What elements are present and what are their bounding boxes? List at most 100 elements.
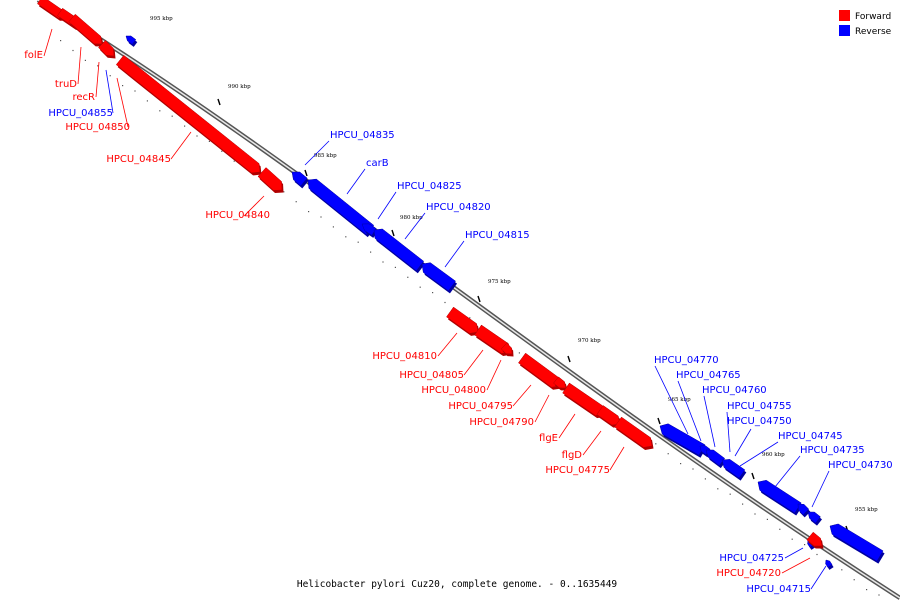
gene-arrow-hpcu-04855[interactable] bbox=[126, 36, 137, 47]
genome-caption: Helicobacter pylori Cuz20, complete geno… bbox=[297, 579, 618, 590]
gene-label[interactable]: flgE bbox=[539, 433, 558, 444]
gene-label[interactable]: truD bbox=[55, 79, 77, 90]
grid-dot bbox=[184, 126, 185, 127]
scale-tick-mark bbox=[218, 99, 220, 105]
gene-arrow-hpcu-04820[interactable] bbox=[374, 229, 425, 273]
gene-leader-line bbox=[610, 447, 624, 470]
scale-tick-label: 990 kbp bbox=[228, 84, 251, 90]
gene-label[interactable]: flgD bbox=[562, 450, 583, 461]
legend: Forward Reverse bbox=[839, 10, 892, 37]
gene-leader-line bbox=[811, 566, 826, 589]
gene-leader-line bbox=[704, 396, 715, 447]
scale-tick-mark bbox=[752, 473, 754, 479]
grid-dot bbox=[754, 513, 755, 514]
gene-arrow-recr[interactable] bbox=[69, 14, 104, 46]
gene-arrow-body bbox=[563, 383, 604, 416]
gene-label[interactable]: HPCU_04715 bbox=[746, 584, 811, 595]
gene-label[interactable]: HPCU_04820 bbox=[426, 202, 491, 213]
gene-leader-line bbox=[106, 70, 113, 113]
gene-arrow-hpcu-04775[interactable] bbox=[615, 417, 654, 450]
grid-dot bbox=[866, 589, 867, 590]
grid-dot bbox=[841, 569, 842, 570]
gene-label[interactable]: HPCU_04810 bbox=[372, 351, 437, 362]
gene-label[interactable]: HPCU_04855 bbox=[48, 108, 113, 119]
grid-dot bbox=[680, 463, 681, 464]
grid-dot bbox=[444, 302, 445, 303]
gene-label[interactable]: HPCU_04755 bbox=[727, 401, 792, 412]
grid-dot bbox=[97, 65, 98, 66]
legend-reverse-label: Reverse bbox=[855, 27, 892, 37]
gene-label[interactable]: HPCU_04800 bbox=[421, 385, 486, 396]
gene-label[interactable]: HPCU_04845 bbox=[106, 154, 171, 165]
gene-arrow-hpcu-04745[interactable] bbox=[798, 504, 810, 517]
gene-label[interactable]: HPCU_04775 bbox=[545, 465, 610, 476]
gene-leader-line bbox=[347, 169, 365, 194]
gene-label[interactable]: carB bbox=[366, 158, 389, 169]
gene-label[interactable]: recR bbox=[73, 92, 96, 103]
gene-label[interactable]: HPCU_04795 bbox=[448, 401, 513, 412]
grid-dot bbox=[767, 519, 768, 520]
grid-dot bbox=[358, 242, 359, 243]
grid-dot bbox=[345, 236, 346, 237]
gene-arrow-hpcu-04755[interactable] bbox=[722, 459, 746, 480]
gene-arrow-hpcu-04760[interactable] bbox=[706, 450, 726, 468]
gene-label[interactable]: HPCU_04745 bbox=[778, 431, 843, 442]
scale-tick-mark bbox=[392, 230, 394, 236]
gene-leader-line bbox=[487, 360, 501, 390]
scale-tick-mark bbox=[478, 296, 480, 302]
grid-dot bbox=[668, 453, 669, 454]
grid-dot bbox=[85, 60, 86, 61]
grid-dot bbox=[333, 226, 334, 227]
scale-tick-label: 970 kbp bbox=[578, 338, 601, 344]
gene-label[interactable]: HPCU_04815 bbox=[465, 230, 530, 241]
gene-label[interactable]: HPCU_04805 bbox=[399, 370, 464, 381]
gene-label[interactable]: HPCU_04770 bbox=[654, 355, 719, 366]
gene-leader-line bbox=[775, 456, 800, 487]
grid-dot bbox=[234, 161, 235, 162]
scale-tick-label: 985 kbp bbox=[314, 153, 337, 159]
gene-arrow-body bbox=[422, 263, 456, 291]
gene-label[interactable]: HPCU_04765 bbox=[676, 370, 741, 381]
scale-tick-label: 975 kbp bbox=[488, 279, 511, 285]
gene-label[interactable]: HPCU_04750 bbox=[727, 416, 792, 427]
gene-leader-line bbox=[378, 192, 396, 219]
gene-leader-line bbox=[171, 132, 191, 159]
gene-label[interactable]: HPCU_04720 bbox=[716, 568, 781, 579]
grid-dot bbox=[854, 579, 855, 580]
scale-tick-label: 995 kbp bbox=[150, 16, 173, 22]
grid-dot bbox=[147, 100, 148, 101]
gene-leader-line bbox=[44, 29, 52, 56]
gene-label[interactable]: HPCU_04725 bbox=[719, 553, 784, 564]
scale-tick-mark bbox=[305, 170, 307, 176]
gene-leader-line bbox=[438, 333, 457, 356]
grid-dot bbox=[432, 292, 433, 293]
legend-forward-label: Forward bbox=[855, 12, 891, 22]
gene-label[interactable]: HPCU_04760 bbox=[702, 385, 767, 396]
gene-arrow-body bbox=[69, 14, 102, 44]
gene-label[interactable]: HPCU_04835 bbox=[330, 130, 395, 141]
gene-label[interactable]: HPCU_04850 bbox=[65, 122, 130, 133]
grid-dot bbox=[196, 135, 197, 136]
grid-dot bbox=[655, 443, 656, 444]
gene-arrow-hpcu-04735[interactable] bbox=[808, 512, 822, 526]
grid-dot bbox=[519, 352, 520, 353]
grid-dot bbox=[209, 141, 210, 142]
gene-features bbox=[37, 0, 884, 570]
gene-label[interactable]: HPCU_04735 bbox=[800, 445, 865, 456]
grid-dot bbox=[792, 539, 793, 540]
gene-arrow-hpcu-04840[interactable] bbox=[258, 168, 284, 193]
grid-dot bbox=[742, 504, 743, 505]
gene-arrow-hpcu-04810[interactable] bbox=[447, 307, 480, 336]
gene-label[interactable]: HPCU_04730 bbox=[828, 460, 893, 471]
gene-arrow-body bbox=[258, 168, 282, 191]
gene-leader-line bbox=[735, 429, 751, 456]
gene-label[interactable]: HPCU_04790 bbox=[469, 417, 534, 428]
grid-dot bbox=[717, 488, 718, 489]
gene-label[interactable]: HPCU_04825 bbox=[397, 181, 462, 192]
grid-dot bbox=[122, 85, 123, 86]
scale-tick-label: 960 kbp bbox=[762, 452, 785, 458]
gene-arrow-hpcu-04715[interactable] bbox=[826, 560, 834, 570]
gene-label[interactable]: HPCU_04840 bbox=[205, 210, 270, 221]
gene-label[interactable]: folE bbox=[24, 50, 43, 61]
gene-arrow-hpcu-04815[interactable] bbox=[422, 263, 457, 294]
